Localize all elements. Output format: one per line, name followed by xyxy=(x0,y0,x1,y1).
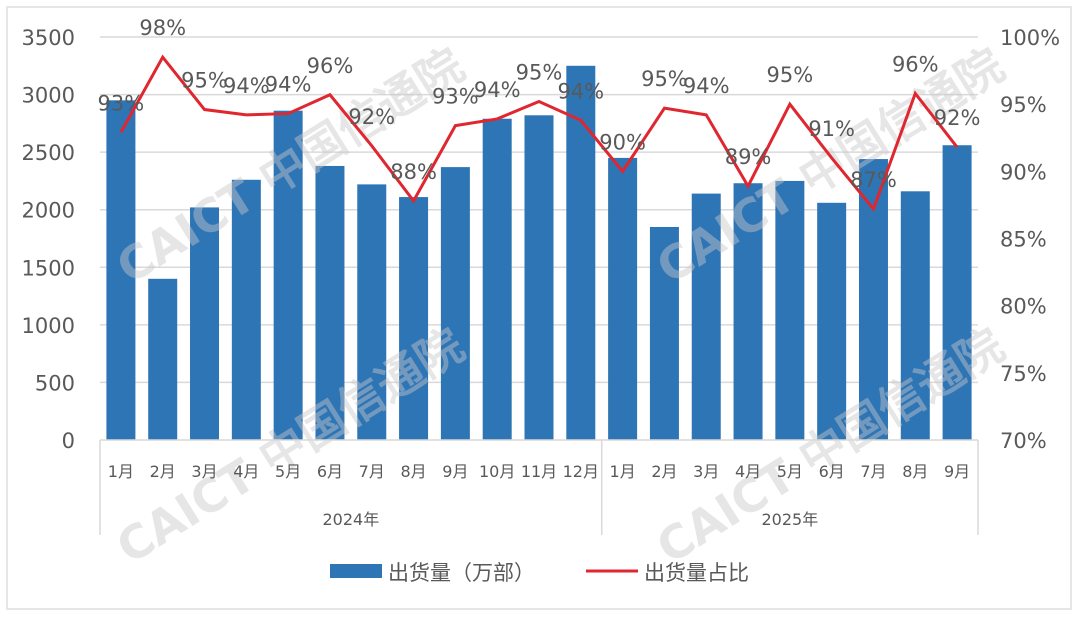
data-label: 90% xyxy=(599,130,646,154)
data-label: 92% xyxy=(348,105,395,129)
bar xyxy=(106,100,136,440)
category-label: 10月 xyxy=(479,462,515,481)
data-label: 94% xyxy=(223,74,270,98)
category-label: 2月 xyxy=(150,462,176,481)
category-label: 7月 xyxy=(359,462,385,481)
category-label: 6月 xyxy=(819,462,845,481)
right-tick-label: 95% xyxy=(1000,93,1047,117)
category-label: 1月 xyxy=(108,462,134,481)
right-tick-label: 90% xyxy=(1000,160,1047,184)
data-label: 91% xyxy=(808,117,855,141)
right-axis: 70% 75% 80% 85% 90% 95% 100% xyxy=(1000,26,1060,453)
category-label: 9月 xyxy=(442,462,468,481)
right-tick-label: 75% xyxy=(1000,362,1047,386)
category-label: 11月 xyxy=(521,462,557,481)
category-label: 8月 xyxy=(902,462,928,481)
data-label: 94% xyxy=(557,79,604,103)
right-tick-label: 80% xyxy=(1000,295,1047,319)
legend-label-bar: 出货量（万部） xyxy=(388,561,535,585)
category-label: 9月 xyxy=(944,462,970,481)
bar xyxy=(900,191,930,440)
category-label: 4月 xyxy=(233,462,259,481)
category-label: 1月 xyxy=(610,462,636,481)
left-axis: 0 500 1000 1500 2000 2500 3000 3500 xyxy=(22,26,75,453)
data-label: 94% xyxy=(474,78,521,102)
data-label: 98% xyxy=(139,16,186,40)
data-label: 87% xyxy=(850,168,897,192)
legend-swatch-bar xyxy=(330,564,382,578)
bar xyxy=(231,179,261,440)
legend: 出货量（万部） 出货量占比 xyxy=(330,561,749,585)
bar xyxy=(566,65,596,441)
share-line xyxy=(119,54,959,212)
bar xyxy=(649,226,679,440)
bar xyxy=(148,278,178,440)
bar xyxy=(357,184,387,440)
bar xyxy=(524,115,554,440)
data-label: 94% xyxy=(265,73,312,97)
category-label: 8月 xyxy=(400,462,426,481)
data-label: 93% xyxy=(98,91,145,115)
x-axis: 1月 2月 3月 4月 5月 6月 7月 8月 9月 10月 11月 12月 1月 2月 3月 4月 5月 6月 7… xyxy=(99,439,979,535)
bar xyxy=(691,193,721,440)
bar xyxy=(399,197,429,440)
bar xyxy=(273,110,303,440)
bar-series-shipments xyxy=(106,65,972,441)
left-tick-label: 3000 xyxy=(22,84,75,108)
data-label: 95% xyxy=(516,60,563,84)
legend-label-line: 出货量占比 xyxy=(644,561,749,585)
bar xyxy=(608,157,638,440)
left-tick-label: 2000 xyxy=(22,199,75,223)
group-label: 2025年 xyxy=(761,510,818,529)
bar xyxy=(315,165,345,440)
category-label: 2月 xyxy=(651,462,677,481)
category-label: 5月 xyxy=(275,462,301,481)
data-label: 95% xyxy=(181,69,228,93)
bar xyxy=(190,207,220,440)
right-tick-label: 70% xyxy=(1000,429,1047,453)
right-tick-label: 100% xyxy=(1000,26,1060,50)
bar xyxy=(482,118,512,440)
data-label: 95% xyxy=(641,67,688,91)
data-label: 94% xyxy=(683,74,730,98)
bar xyxy=(440,167,470,440)
category-label: 6月 xyxy=(317,462,343,481)
data-label: 88% xyxy=(390,160,437,184)
data-label: 96% xyxy=(892,52,939,76)
left-tick-label: 2500 xyxy=(22,141,75,165)
category-label: 3月 xyxy=(693,462,719,481)
category-label: 5月 xyxy=(777,462,803,481)
bar xyxy=(817,202,847,440)
bar xyxy=(775,180,805,440)
left-tick-label: 0 xyxy=(62,429,75,453)
category-label: 3月 xyxy=(191,462,217,481)
left-tick-label: 1500 xyxy=(22,256,75,280)
left-tick-label: 1000 xyxy=(22,314,75,338)
data-label: 96% xyxy=(307,54,354,78)
group-label: 2024年 xyxy=(322,510,379,529)
data-label: 95% xyxy=(767,63,814,87)
left-tick-label: 500 xyxy=(35,371,75,395)
category-label: 4月 xyxy=(735,462,761,481)
bar xyxy=(733,183,763,440)
data-label: 92% xyxy=(934,106,981,130)
bar xyxy=(942,145,972,440)
data-label: 93% xyxy=(432,85,479,109)
category-label: 7月 xyxy=(860,462,886,481)
line-series-share xyxy=(119,54,959,212)
left-tick-label: 3500 xyxy=(22,26,75,50)
data-label: 89% xyxy=(725,145,772,169)
right-tick-label: 85% xyxy=(1000,228,1047,252)
data-labels: 93%98%95%94%94%96%92%88%93%94%95%94%90%9… xyxy=(98,16,981,192)
category-label: 12月 xyxy=(563,462,599,481)
